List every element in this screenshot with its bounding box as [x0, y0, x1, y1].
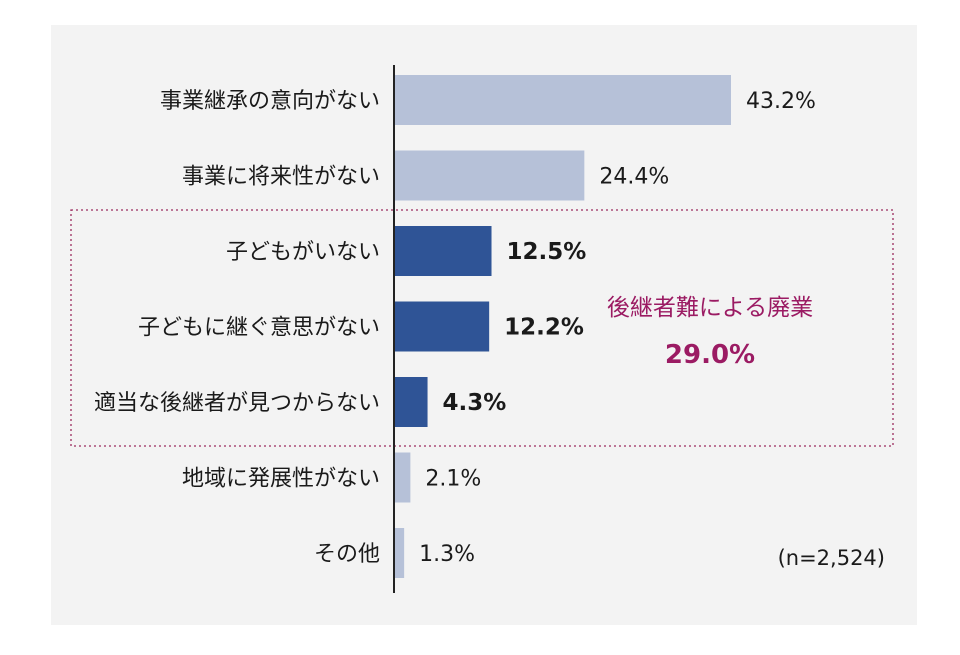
bar-4	[394, 301, 490, 352]
bar-7	[394, 528, 405, 578]
group-annotation-value: 29.0%	[665, 340, 755, 370]
value-label-1: 43.2%	[746, 89, 816, 114]
group-annotation-title: 後継者難による廃業	[607, 295, 813, 321]
value-label-7: 1.3%	[419, 542, 475, 567]
bar-2	[394, 150, 585, 201]
value-label-2: 24.4%	[599, 165, 669, 190]
category-label-4: 子どもに継ぐ意思がない	[138, 316, 380, 341]
successor-group-box	[70, 209, 894, 447]
bar-chart: 事業継承の意向がない 43.2% 事業に将来性がない 24.4% 子どもがいない 12.5…	[70, 65, 894, 593]
bar-5	[394, 377, 428, 427]
category-label-7: その他	[314, 542, 380, 567]
category-label-1: 事業継承の意向がない	[160, 89, 380, 114]
category-label-5: 適当な後継者が見つからない	[94, 391, 380, 416]
value-label-3: 12.5%	[507, 239, 587, 265]
bar-6	[394, 452, 411, 503]
category-label-3: 子どもがいない	[226, 240, 380, 265]
value-label-4: 12.2%	[504, 315, 584, 341]
category-label-6: 地域に発展性がない	[182, 467, 380, 492]
sample-size-note: (n=2,524)	[778, 546, 885, 570]
category-label-2: 事業に将来性がない	[182, 165, 380, 190]
value-label-5: 4.3%	[443, 390, 507, 416]
chart-panel: 事業継承の意向がない 43.2% 事業に将来性がない 24.4% 子どもがいない 12.5…	[51, 25, 917, 625]
bar-1	[394, 75, 731, 125]
bar-3	[394, 226, 492, 276]
value-label-6: 2.1%	[425, 467, 481, 492]
